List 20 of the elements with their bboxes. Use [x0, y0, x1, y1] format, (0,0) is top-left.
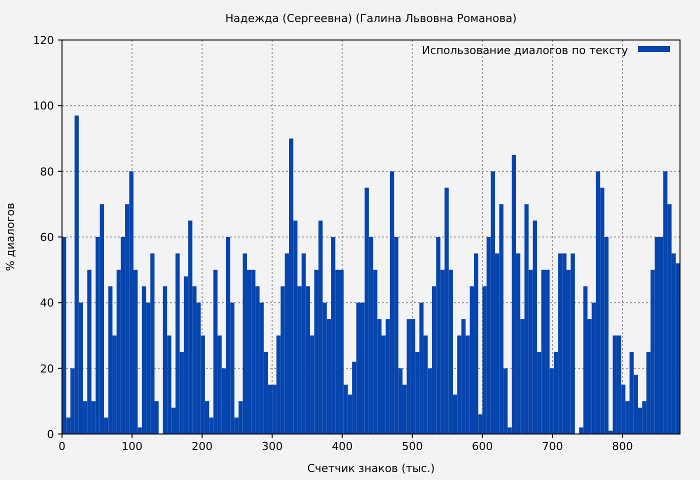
y-tick-label: 0 [47, 428, 54, 441]
x-axis-title: Счетчик знаков (тыс.) [307, 462, 435, 475]
x-tick-label: 400 [332, 440, 353, 453]
y-tick-label: 80 [40, 165, 54, 178]
y-tick-label: 100 [33, 100, 54, 113]
x-tick-label: 0 [58, 440, 66, 453]
x-tick-label: 800 [612, 440, 634, 453]
x-tick-label: 600 [472, 440, 493, 453]
x-tick-label: 100 [122, 440, 143, 453]
x-tick-label: 500 [402, 440, 423, 453]
x-tick-label: 300 [262, 440, 283, 453]
y-tick-label: 40 [40, 296, 54, 310]
y-tick-label: 60 [40, 231, 54, 244]
y-tick-label: 120 [33, 34, 54, 47]
legend-label: Использование диалогов по тексту [422, 44, 628, 57]
x-tick-label: 700 [542, 440, 563, 453]
chart-title: Надежда (Сергеевна) (Галина Львовна Романова) [225, 12, 517, 25]
x-tick-label: 200 [192, 440, 213, 453]
y-axis-title: % диалогов [4, 202, 17, 272]
y-tick-label: 20 [40, 362, 54, 376]
